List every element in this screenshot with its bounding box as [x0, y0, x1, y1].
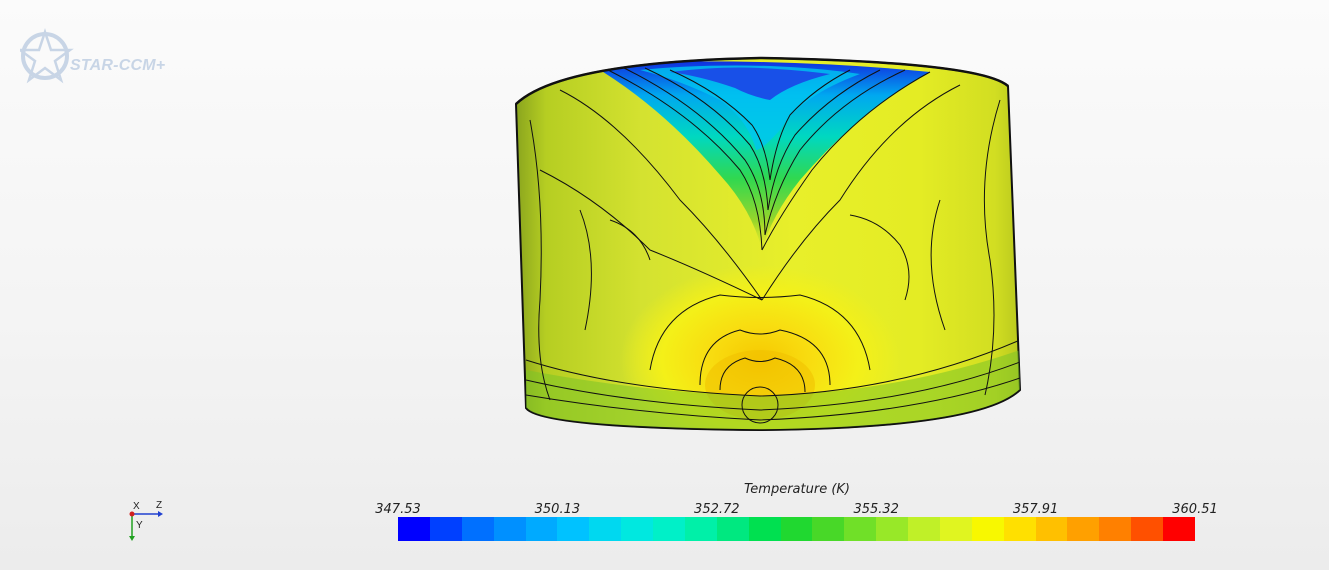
color-swatch: [1067, 517, 1100, 541]
legend-title: Temperature (K): [743, 482, 851, 497]
color-swatch: [653, 517, 685, 541]
temperature-contour-scene: [514, 56, 1022, 432]
color-swatch: [461, 517, 494, 541]
color-swatch: [1003, 517, 1036, 541]
y-axis-label: Y: [136, 520, 143, 531]
color-swatch: [525, 517, 558, 541]
color-swatch: [398, 517, 430, 541]
color-swatch: [748, 517, 781, 541]
star-ccm-logo: [20, 28, 74, 84]
color-swatch: [493, 517, 526, 541]
legend-tick-label: 352.72: [694, 502, 740, 517]
color-swatch: [429, 517, 462, 541]
color-scale-bar: [398, 517, 1195, 541]
color-swatch: [1131, 517, 1163, 541]
axis-arrows-icon: [129, 511, 163, 541]
color-swatch: [589, 517, 622, 541]
color-swatch: [1163, 517, 1195, 541]
color-swatch: [557, 517, 590, 541]
color-swatch: [716, 517, 749, 541]
legend-tick-label: 350.13: [534, 502, 581, 517]
legend-tick-label: 360.51: [1172, 502, 1218, 517]
color-swatch: [621, 517, 653, 541]
x-axis-label: X: [133, 501, 140, 512]
z-axis-label: Z: [156, 500, 163, 511]
color-swatch: [908, 517, 940, 541]
color-swatch: [812, 517, 845, 541]
color-swatch: [780, 517, 813, 541]
logo-text: STAR-CCM+: [70, 57, 166, 74]
color-swatch: [684, 517, 717, 541]
legend-tick-label: 355.32: [853, 502, 899, 517]
color-swatch: [1035, 517, 1068, 541]
color-swatch: [971, 517, 1004, 541]
coordinate-triad: X Z Y: [120, 496, 180, 546]
color-swatch: [844, 517, 877, 541]
color-swatch: [876, 517, 908, 541]
legend-tick-label: 357.91: [1012, 502, 1059, 517]
legend-tick-label: 347.53: [375, 502, 421, 517]
color-swatch: [939, 517, 972, 541]
color-swatch: [1099, 517, 1132, 541]
